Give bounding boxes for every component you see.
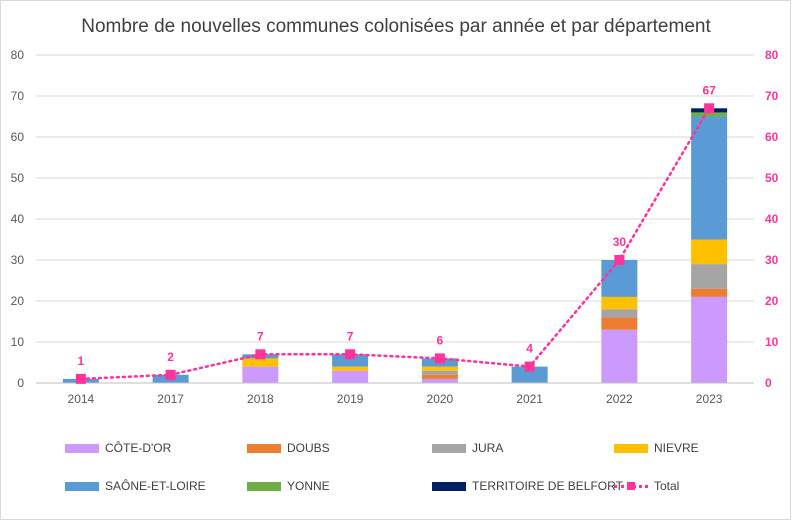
y2-tick-label: 50 (765, 171, 779, 185)
y2-tick-label: 70 (765, 89, 779, 103)
y-tick-label: 30 (11, 253, 25, 267)
y2-tick-label: 20 (765, 294, 779, 308)
y2-tick-label: 30 (765, 253, 779, 267)
bar-segment (691, 296, 728, 383)
y-tick-label: 0 (17, 376, 24, 390)
total-data-label: 7 (257, 329, 264, 343)
total-data-label: 1 (78, 354, 85, 368)
x-tick-label: 2022 (606, 392, 633, 406)
bar-segment (242, 358, 279, 367)
total-marker (165, 369, 176, 380)
y-tick-label: 20 (11, 294, 25, 308)
x-tick-label: 2021 (516, 392, 543, 406)
total-data-label: 4 (526, 342, 533, 356)
bar-segment (332, 366, 369, 371)
total-marker (614, 255, 625, 265)
bar-segment (601, 260, 638, 297)
y-tick-label: 50 (11, 171, 25, 185)
total-line-path (79, 107, 711, 381)
bar-segment (601, 329, 638, 383)
bar-segment (691, 116, 728, 240)
bar-segment (691, 288, 728, 297)
y2-tick-label: 10 (765, 335, 779, 349)
chart-title: Nombre de nouvelles communes colonisées … (81, 16, 711, 37)
bar-segment (601, 317, 638, 330)
y2-tick-label: 0 (765, 376, 772, 390)
x-tick-label: 2018 (247, 392, 274, 406)
total-data-label: 7 (347, 329, 354, 343)
total-marker (255, 349, 266, 360)
total-marker (345, 349, 356, 360)
total-marker (704, 103, 715, 114)
bar-segment (691, 239, 728, 265)
bar-segment (691, 112, 728, 117)
x-tick-label: 2020 (427, 392, 454, 406)
y-tick-label: 80 (11, 48, 25, 62)
total-data-label: 6 (437, 333, 444, 347)
bar-segment (601, 296, 638, 310)
bar-segment (332, 354, 369, 367)
x-tick-label: 2019 (337, 392, 364, 406)
bar-segment (332, 370, 369, 383)
bar-segment (421, 370, 458, 375)
total-marker (434, 353, 445, 364)
y2-tick-label: 40 (765, 212, 779, 226)
x-tick-label: 2017 (157, 392, 184, 406)
bar-segment (421, 378, 458, 383)
y-tick-label: 10 (11, 335, 25, 349)
total-marker (75, 373, 86, 384)
total-marker (524, 361, 535, 372)
bar-segment (511, 366, 548, 383)
y-tick-label: 70 (11, 89, 25, 103)
bar-segment (421, 374, 458, 379)
bar-segment (691, 264, 728, 289)
total-data-label: 2 (167, 350, 174, 364)
bar-segment (242, 366, 279, 383)
x-tick-label: 2014 (68, 392, 95, 406)
total-line: 1 2 7 7 6 4 30 67 (75, 83, 716, 384)
y2-tick-label: 80 (765, 48, 779, 62)
x-tick-label: 2023 (696, 392, 723, 406)
y2-tick-label: 60 (765, 130, 779, 144)
bar-segment (601, 309, 638, 318)
total-data-label: 30 (613, 235, 627, 249)
y-tick-label: 60 (11, 130, 25, 144)
y-tick-label: 40 (11, 212, 25, 226)
bar-segment (421, 366, 458, 371)
gridlines (36, 54, 754, 343)
total-data-label: 67 (702, 83, 716, 97)
